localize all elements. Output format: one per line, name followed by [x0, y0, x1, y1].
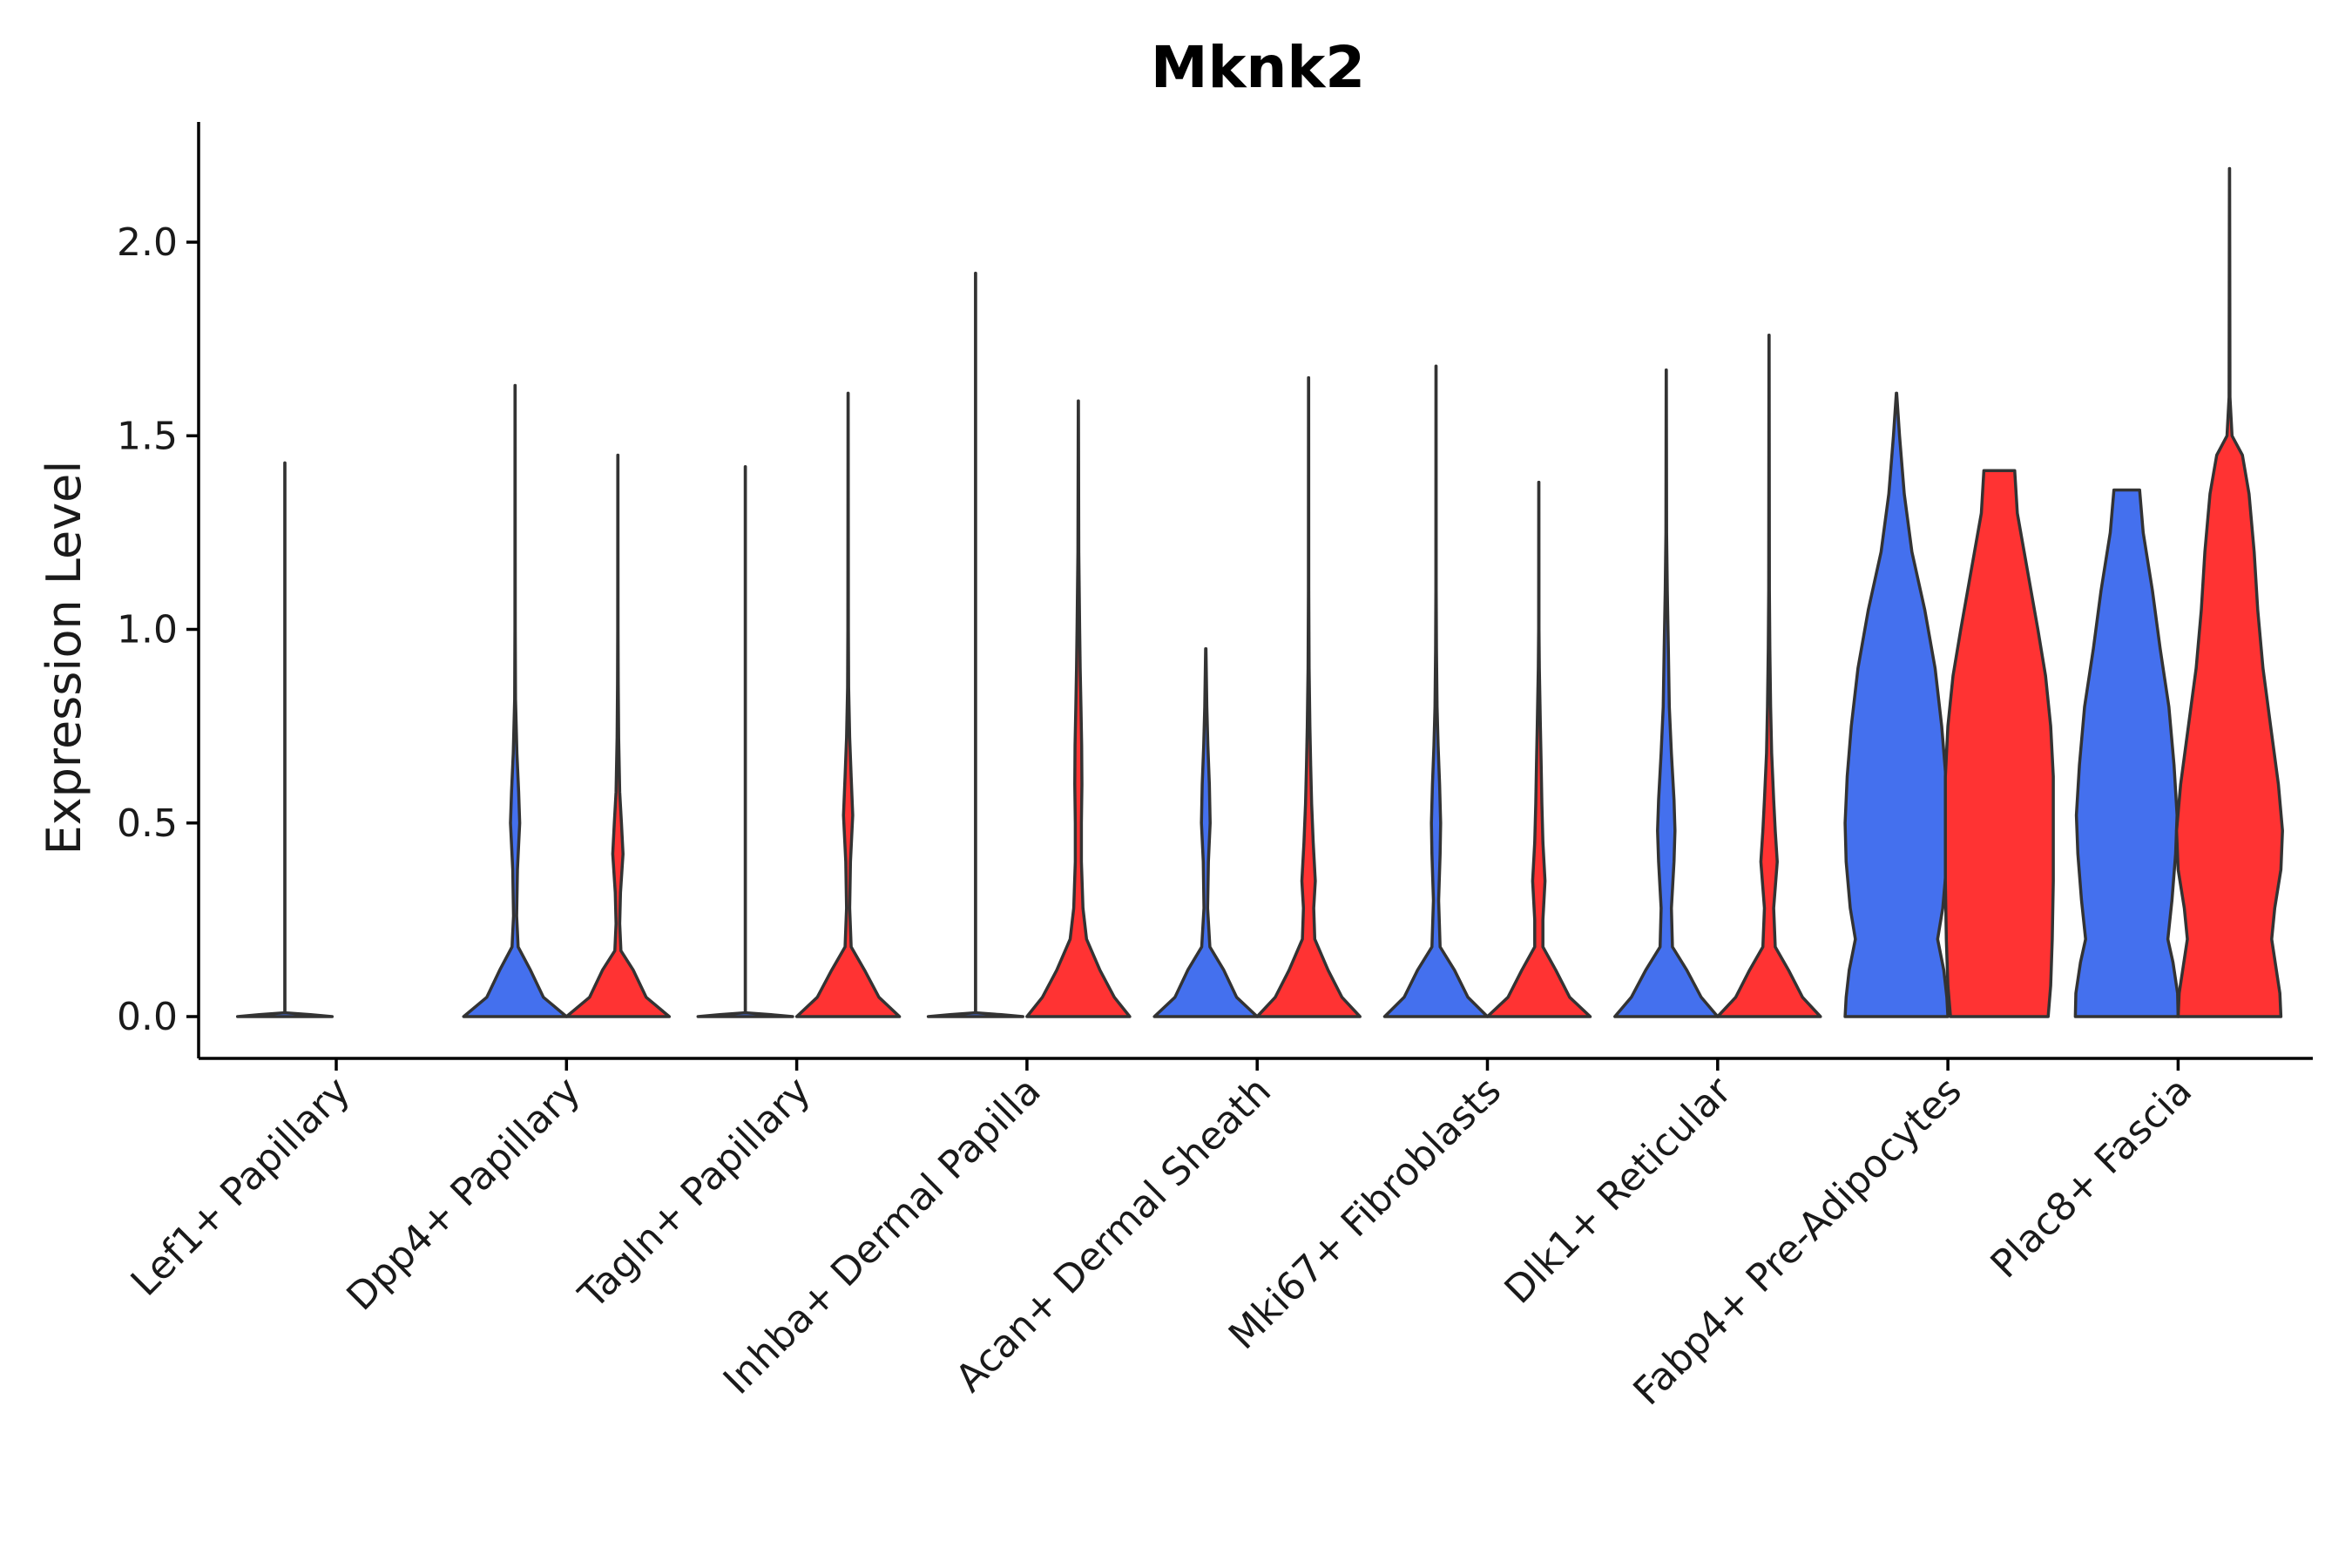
violin-acan-dermal-sheath-s1	[1152, 646, 1259, 1018]
x-tick-label: Dlk1+ Reticular	[1497, 1068, 1741, 1313]
violin-lef1-papillary-s1	[235, 461, 335, 1018]
violin-mki67-fibroblasts-s1	[1382, 364, 1490, 1018]
violin-dpp4-papillary-s1	[462, 383, 569, 1018]
y-tick-label: 0.0	[117, 995, 178, 1039]
violin-dlk1-reticular-s1	[1613, 368, 1720, 1018]
x-tick-label: Plac8+ Fascia	[1983, 1069, 2201, 1288]
violin-dpp4-papillary-s2	[564, 453, 672, 1018]
x-tick-label: Tagln+ Papillary	[570, 1069, 819, 1318]
x-tick-label: Dpp4+ Papillary	[338, 1069, 589, 1320]
violin-plac8-fascia-s1	[2073, 488, 2180, 1018]
violin-tagln-papillary-s1	[696, 465, 794, 1018]
violin-acan-dermal-sheath-s2	[1255, 375, 1362, 1018]
violin-fabp4-pre-adipocytes-s2	[1943, 469, 2055, 1018]
x-tick-label: Lef1+ Papillary	[123, 1069, 359, 1305]
violin-dlk1-reticular-s2	[1716, 333, 1822, 1018]
violin-mki67-fibroblasts-s2	[1485, 480, 1592, 1018]
violin-tagln-papillary-s2	[794, 391, 902, 1018]
violin-fabp4-pre-adipocytes-s1	[1843, 391, 1950, 1018]
violin-plac8-fascia-s2	[2174, 166, 2284, 1018]
y-tick-label: 0.5	[117, 801, 178, 846]
chart-title: Mknk2	[1151, 34, 1365, 101]
y-tick-label: 1.5	[117, 414, 178, 458]
violin-inhba-dermal-papilla-s2	[1025, 399, 1132, 1018]
violins-group	[235, 166, 2284, 1018]
y-tick-label: 2.0	[117, 220, 178, 265]
y-axis-title: Expression Level	[37, 461, 91, 855]
violin-inhba-dermal-papilla-s1	[926, 271, 1024, 1018]
y-tick-label: 1.0	[117, 608, 178, 652]
